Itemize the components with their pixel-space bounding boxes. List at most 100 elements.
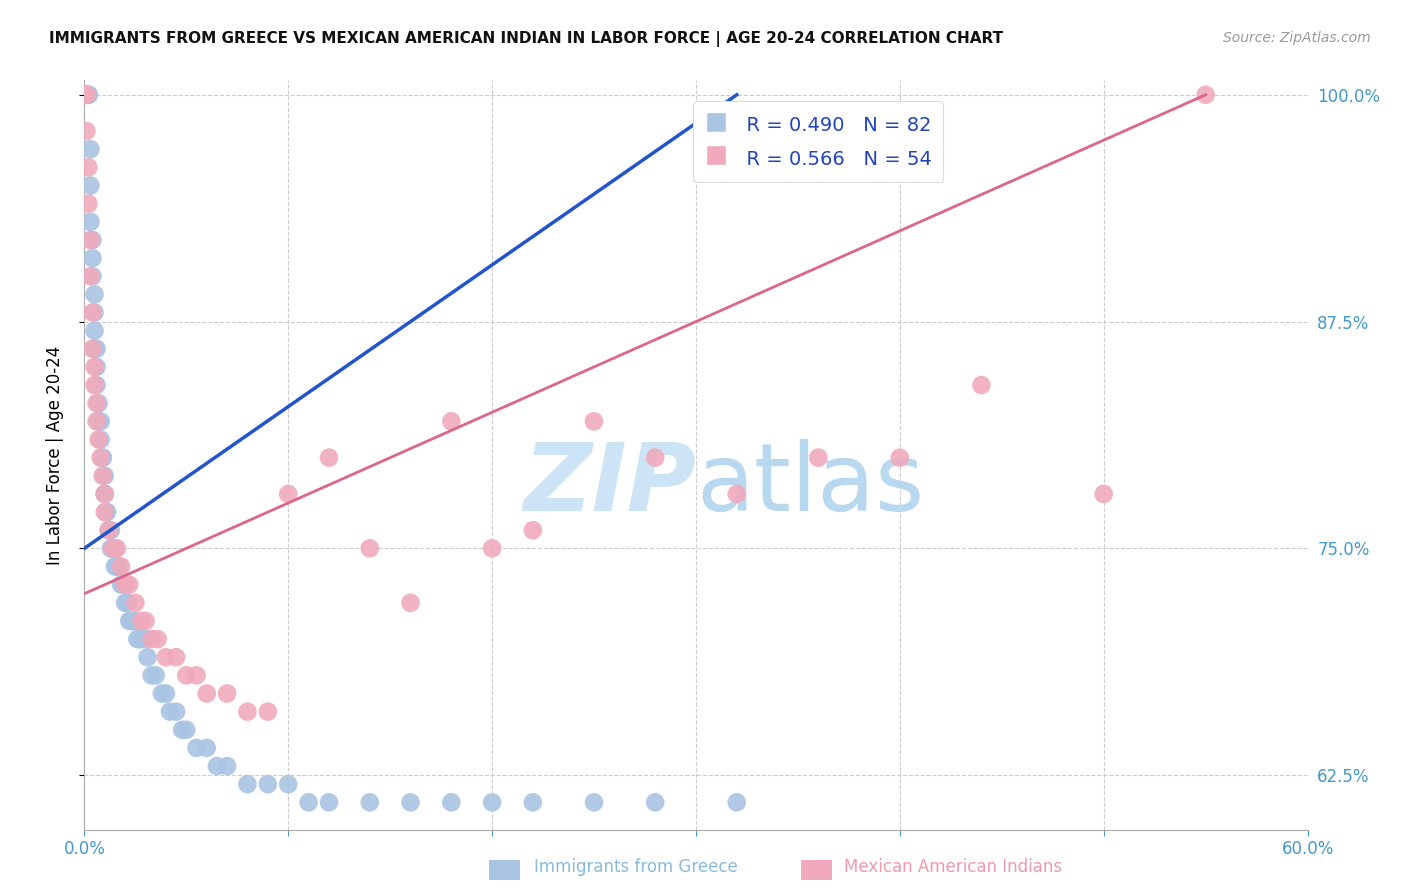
Point [186,740,208,755]
Point [97,523,120,537]
Point [725,487,748,501]
Point [97,523,120,537]
Point [77,87,100,102]
Legend:   R = 0.490   N = 82,   R = 0.566   N = 54: R = 0.490 N = 82, R = 0.566 N = 54 [693,101,943,182]
Point [73,87,96,102]
Point [86,342,108,356]
Point [644,450,666,465]
Point [100,541,122,556]
Point [399,596,422,610]
Point [236,705,259,719]
Point [136,650,159,665]
Point [75,87,97,102]
Y-axis label: In Labor Force | Age 20-24: In Labor Force | Age 20-24 [45,345,63,565]
Point [174,723,197,737]
Point [298,795,321,809]
Point [93,487,115,501]
Text: Immigrants from Greece: Immigrants from Greece [534,858,738,876]
Text: Source: ZipAtlas.com: Source: ZipAtlas.com [1223,31,1371,45]
Point [93,487,115,501]
Text: Mexican American Indians: Mexican American Indians [844,858,1062,876]
Point [174,668,197,682]
Point [440,414,463,428]
Point [124,596,146,610]
Point [82,251,104,265]
Point [1092,487,1115,501]
Point [83,324,105,338]
Point [73,87,96,102]
Point [114,577,136,591]
Point [318,450,340,465]
Point [146,632,169,646]
Point [82,269,104,284]
Point [159,705,181,719]
Point [73,87,96,102]
Point [108,559,131,574]
Point [97,523,120,537]
Point [101,541,124,556]
Point [96,505,118,519]
Point [83,342,105,356]
Point [122,614,145,628]
Point [725,795,748,809]
Point [104,559,127,574]
Point [205,759,228,773]
Point [128,632,150,646]
Point [79,178,101,193]
Point [155,686,177,700]
Text: ZIP: ZIP [523,439,696,531]
Point [440,795,463,809]
Point [79,142,101,156]
Point [131,632,153,646]
Point [522,523,544,537]
Point [77,87,100,102]
Point [77,161,100,175]
Point [79,215,101,229]
Point [217,759,239,773]
Point [318,795,340,809]
Point [135,632,157,646]
Text: IMMIGRANTS FROM GREECE VS MEXICAN AMERICAN INDIAN IN LABOR FORCE | AGE 20-24 COR: IMMIGRANTS FROM GREECE VS MEXICAN AMERIC… [49,31,1004,47]
Point [145,668,167,682]
Point [124,614,146,628]
Point [101,541,124,556]
Point [155,650,177,665]
Point [118,577,141,591]
Point [481,795,503,809]
Point [165,705,187,719]
Point [87,396,110,410]
Point [86,414,108,428]
Point [118,614,141,628]
Point [165,650,187,665]
Point [236,777,259,791]
Point [91,450,114,465]
Point [114,577,136,591]
Point [79,269,101,284]
Point [83,287,105,301]
Point [114,596,136,610]
Point [96,505,118,519]
Point [73,87,96,102]
Point [195,740,218,755]
Point [91,450,114,465]
Point [135,614,157,628]
Point [90,450,112,465]
Point [481,541,503,556]
Point [399,795,422,809]
Point [110,577,132,591]
Point [120,614,142,628]
Point [172,723,194,737]
Point [87,433,110,447]
Point [90,433,112,447]
Point [73,87,96,102]
Point [522,795,544,809]
Point [73,87,96,102]
Point [83,378,105,392]
Point [86,378,108,392]
Point [257,705,280,719]
Point [583,795,606,809]
Point [75,87,97,102]
Point [82,233,104,247]
Text: atlas: atlas [696,439,924,531]
Point [644,795,666,809]
